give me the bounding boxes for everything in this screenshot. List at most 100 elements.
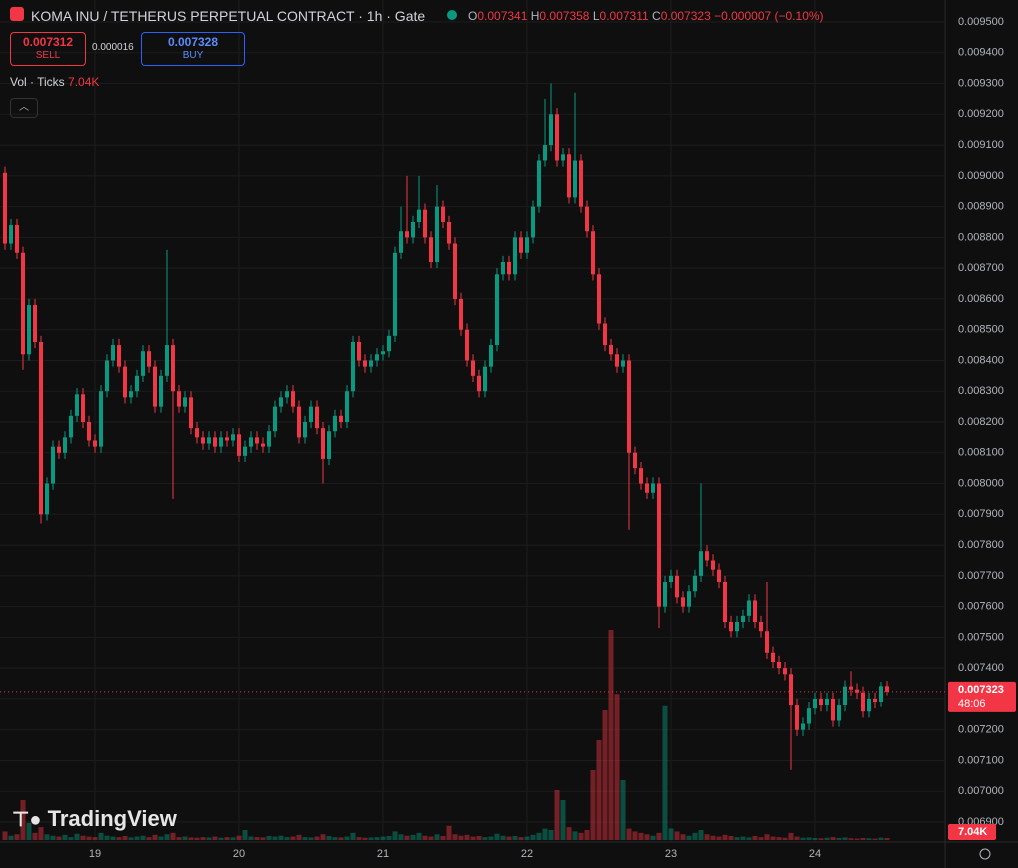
volume-bar — [146, 837, 152, 840]
candle-body — [537, 160, 541, 207]
last-price-label: 0.007323 — [958, 684, 1004, 696]
candle-body — [633, 452, 637, 469]
candle-body — [441, 206, 445, 222]
candle-body — [579, 160, 583, 207]
volume-bar — [302, 837, 308, 840]
volume-bar — [290, 836, 296, 840]
collapse-button[interactable]: ︿ — [10, 98, 38, 118]
x-tick-label: 24 — [809, 848, 821, 860]
ohlc-value: 0.007311 — [599, 9, 649, 23]
volume-bar — [116, 837, 122, 840]
candle-body — [639, 468, 643, 484]
candle-body — [453, 243, 457, 299]
candle-body — [291, 391, 295, 407]
y-tick-label: 0.007000 — [958, 785, 1004, 797]
candle-body — [345, 391, 349, 422]
volume-bar — [2, 831, 8, 840]
ohlc-letter: C — [652, 9, 661, 23]
candle-body — [501, 262, 505, 275]
volume-bar — [254, 837, 260, 840]
volume-bar — [404, 835, 410, 840]
buy-price: 0.007328 — [167, 35, 219, 49]
candle-body — [213, 437, 217, 447]
candle-body — [711, 560, 715, 570]
buy-button[interactable]: 0.007328 BUY — [141, 32, 245, 66]
volume-bar — [350, 832, 356, 840]
volume-bar — [344, 836, 350, 840]
volume-bar — [56, 836, 62, 840]
candle-body — [459, 298, 463, 330]
volume-bar — [632, 831, 638, 840]
candle-body — [705, 551, 709, 561]
volume-bar — [698, 830, 704, 840]
volume-bar — [824, 837, 830, 840]
candle-body — [321, 428, 325, 459]
volume-bar — [776, 837, 782, 840]
candle-body — [783, 668, 787, 675]
candle-body — [741, 615, 745, 622]
volume-bar — [50, 835, 56, 840]
volume-bar — [476, 836, 482, 840]
volume-bar — [188, 837, 194, 840]
candle-body — [15, 225, 19, 253]
ohlc-value: 0.007358 — [539, 9, 590, 23]
volume-bar — [392, 831, 398, 840]
volume-bar — [74, 833, 80, 840]
candle-body — [843, 686, 847, 706]
volume-bar — [380, 836, 386, 840]
sell-price: 0.007312 — [22, 35, 74, 49]
volume-bar — [590, 770, 596, 840]
candle-body — [297, 406, 301, 438]
volume-bar — [464, 834, 470, 840]
candle-body — [357, 342, 361, 361]
volume-bar — [608, 630, 614, 840]
volume-bar — [800, 837, 806, 840]
candle-body — [693, 575, 697, 592]
volume-bar — [398, 834, 404, 840]
y-tick-label: 0.007600 — [958, 601, 1004, 613]
candle-body — [489, 345, 493, 367]
volume-bar — [200, 837, 206, 840]
volume-bar — [638, 832, 644, 840]
candle-body — [369, 360, 373, 367]
candle-body — [279, 397, 283, 407]
candle-body — [147, 351, 151, 367]
ohlc-value: 0.007323 — [660, 9, 711, 23]
logo-text: TradingView — [47, 806, 177, 831]
candle-body — [387, 335, 391, 352]
candle-body — [249, 437, 253, 447]
candle-body — [735, 622, 739, 632]
volume-bar — [884, 837, 890, 840]
volume-bar — [170, 832, 176, 840]
volume-bar — [128, 837, 134, 840]
candle-body — [651, 483, 655, 493]
candle-body — [591, 231, 595, 275]
candle-body — [123, 366, 127, 398]
y-tick-label: 0.007400 — [958, 662, 1004, 674]
volume-bar — [368, 837, 374, 840]
volume-bar — [764, 834, 770, 840]
sell-button[interactable]: 0.007312 SELL — [10, 32, 86, 66]
volume-bar — [734, 837, 740, 840]
volume-bar — [206, 837, 212, 840]
volume-bar — [710, 835, 716, 840]
candle-body — [189, 397, 193, 429]
y-tick-label: 0.007200 — [958, 724, 1004, 736]
change: −0.000007 (−0.10%) — [714, 9, 824, 23]
candle-body — [603, 323, 607, 346]
y-tick-label: 0.008200 — [958, 416, 1004, 428]
volume-bar — [620, 780, 626, 840]
candle-body — [117, 345, 121, 367]
candle-body — [417, 209, 421, 222]
volume-bar — [494, 833, 500, 840]
x-tick-label: 19 — [89, 848, 101, 860]
candle-body — [879, 686, 883, 702]
candle-body — [201, 437, 205, 444]
volume-bar — [326, 836, 332, 840]
volume-bar — [506, 836, 512, 840]
candle-body — [765, 631, 769, 653]
volume-bar — [68, 837, 74, 840]
volume-bar — [26, 822, 32, 840]
candle-body — [303, 422, 307, 438]
